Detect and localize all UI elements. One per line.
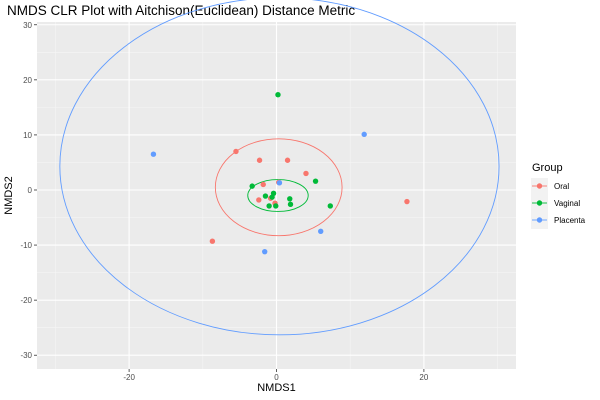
- vaginal-point: [273, 203, 279, 209]
- placenta-point: [150, 151, 157, 157]
- vaginal-point: [266, 203, 272, 209]
- oral-point: [256, 197, 262, 203]
- oral-point: [233, 148, 239, 155]
- chart-title: NMDS CLR Plot with Aitchison(Euclidean) …: [7, 3, 355, 18]
- y-axis-title: NMDS2: [3, 176, 15, 215]
- legend: Group Oral Vaginal Placenta: [531, 162, 586, 229]
- legend-key-point-placenta: [536, 217, 543, 223]
- legend-key-point-vaginal: [536, 200, 543, 206]
- oral-point: [260, 181, 266, 188]
- vaginal-point: [262, 193, 269, 199]
- placenta-point: [262, 248, 268, 255]
- oral-point: [303, 170, 309, 177]
- placenta-point: [276, 180, 283, 186]
- major-gridlines: [37, 22, 516, 369]
- legend-label-vaginal: Vaginal: [554, 199, 580, 208]
- legend-label-placenta: Placenta: [554, 216, 586, 225]
- y-tick-label: -10: [20, 241, 32, 250]
- placenta-point: [361, 131, 367, 138]
- y-tick-label: 30: [23, 21, 32, 30]
- vaginal-point: [275, 92, 281, 98]
- oral-ellipse: [214, 138, 343, 237]
- vaginal-ellipse: [247, 179, 309, 212]
- data-points: [150, 92, 410, 255]
- x-axis-title: NMDS1: [257, 382, 296, 394]
- y-tick-label: 0: [28, 186, 33, 195]
- vaginal-point: [269, 194, 275, 200]
- oral-point: [284, 157, 291, 163]
- oral-point: [256, 157, 263, 163]
- legend-label-oral: Oral: [554, 182, 569, 191]
- y-axis-ticks: -30 -20 -10 0 10 20 30: [20, 21, 37, 360]
- vaginal-point: [287, 196, 293, 202]
- y-tick-label: -30: [20, 351, 32, 360]
- oral-point: [404, 198, 410, 205]
- y-tick-label: -20: [20, 296, 32, 305]
- y-tick-label: 20: [23, 76, 32, 85]
- vaginal-point: [287, 201, 294, 208]
- vaginal-point: [312, 178, 319, 184]
- placenta-point: [318, 228, 324, 235]
- x-tick-label: -20: [123, 373, 135, 382]
- x-tick-label: 0: [274, 373, 279, 382]
- vaginal-point: [249, 183, 255, 189]
- oral-point: [209, 238, 216, 244]
- confidence-ellipses: [59, 0, 500, 336]
- vaginal-point: [327, 203, 333, 209]
- placenta-ellipse: [59, 0, 500, 336]
- x-axis-ticks: -20 0 20: [123, 369, 429, 382]
- legend-key-point-oral: [536, 183, 543, 189]
- legend-title: Group: [532, 162, 563, 174]
- y-tick-label: 10: [23, 131, 32, 140]
- x-tick-label: 20: [419, 373, 428, 382]
